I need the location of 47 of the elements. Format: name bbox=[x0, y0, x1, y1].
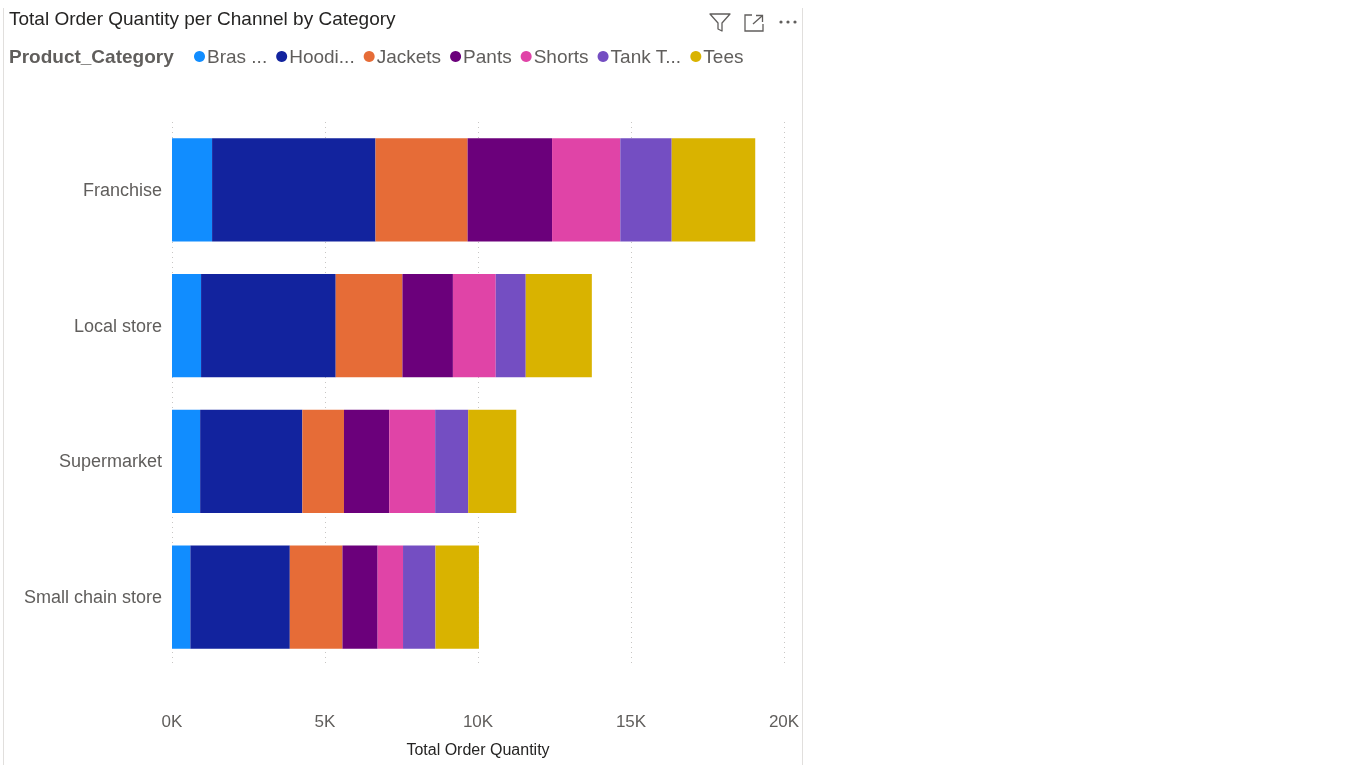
legend-label: Pants bbox=[463, 46, 512, 67]
bar bbox=[389, 409, 436, 513]
bar bbox=[172, 409, 201, 513]
bar bbox=[671, 138, 756, 242]
bar bbox=[452, 274, 496, 378]
bar bbox=[172, 138, 213, 242]
x-tick-label: 20K bbox=[768, 712, 800, 731]
legend-label: Hoodi... bbox=[289, 46, 355, 67]
y-tick-label: Local store bbox=[73, 315, 162, 336]
y-tick-label: Franchise bbox=[82, 179, 162, 200]
bar bbox=[335, 274, 403, 378]
y-tick-label: Supermarket bbox=[58, 451, 162, 472]
legend-label: Tank T... bbox=[610, 46, 681, 67]
legend-title: Product_Category bbox=[9, 46, 175, 67]
bar bbox=[172, 274, 202, 378]
x-axis-title: Total Order Quantity bbox=[406, 740, 550, 758]
x-tick-label: 5K bbox=[314, 712, 337, 731]
y-tick-label: Small chain store bbox=[23, 587, 162, 608]
bar bbox=[201, 274, 336, 378]
legend-label: Bras ... bbox=[207, 46, 268, 67]
bar bbox=[342, 545, 378, 649]
legend-label: Shorts bbox=[533, 46, 589, 67]
bar bbox=[302, 409, 344, 513]
bar bbox=[172, 545, 191, 649]
bar bbox=[525, 274, 592, 378]
bar bbox=[343, 409, 390, 513]
bar bbox=[620, 138, 672, 242]
bar bbox=[190, 545, 290, 649]
bar bbox=[495, 274, 526, 378]
bar bbox=[402, 274, 453, 378]
bar bbox=[377, 545, 404, 649]
bar bbox=[467, 138, 553, 242]
bar bbox=[375, 138, 468, 242]
bar bbox=[552, 138, 621, 242]
x-tick-label: 10K bbox=[462, 712, 494, 731]
bar bbox=[212, 138, 376, 242]
bar bbox=[289, 545, 343, 649]
bar bbox=[435, 545, 479, 649]
chart-title: Total Order Quantity per Channel by Category bbox=[9, 8, 397, 29]
x-tick-label: 0K bbox=[161, 712, 184, 731]
bar bbox=[435, 409, 469, 513]
legend-label: Tees bbox=[703, 46, 744, 67]
x-tick-label: 15K bbox=[615, 712, 647, 731]
legend-label: Jackets bbox=[376, 46, 442, 67]
bar bbox=[468, 409, 517, 513]
bar bbox=[403, 545, 436, 649]
bar bbox=[200, 409, 303, 513]
